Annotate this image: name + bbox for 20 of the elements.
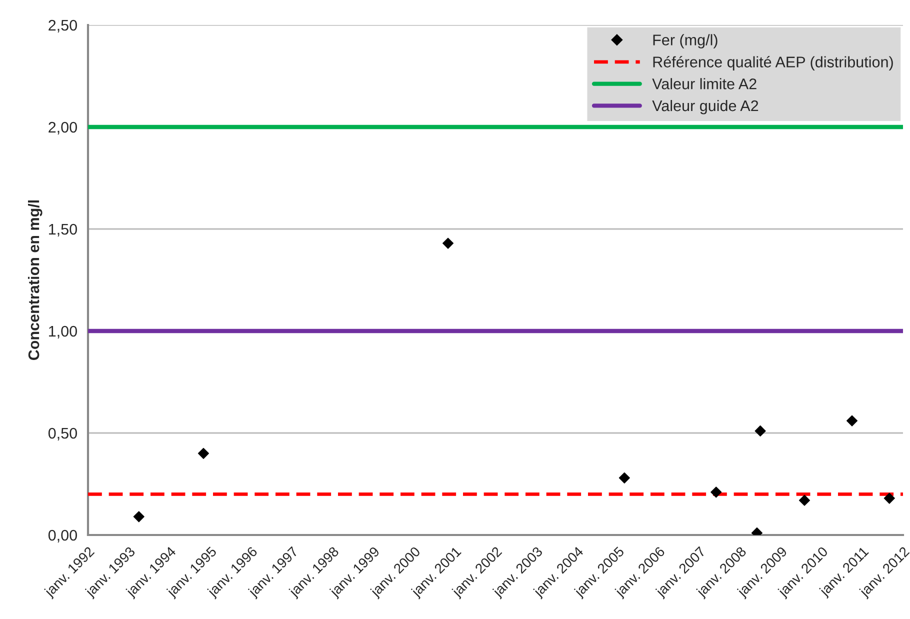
point bbox=[798, 494, 810, 506]
legend-label: Valeur guide A2 bbox=[652, 100, 758, 114]
legend-label: Valeur limite A2 bbox=[652, 78, 756, 90]
y-tick-label: 2,00 bbox=[48, 122, 77, 134]
point bbox=[133, 511, 144, 522]
y-tick-label: 1,00 bbox=[49, 326, 77, 338]
point bbox=[884, 492, 895, 504]
point bbox=[846, 415, 858, 426]
y-axis-title: Concentration en mg/l bbox=[28, 200, 42, 360]
point bbox=[442, 238, 454, 249]
legend-label: Fer (mg/l) bbox=[653, 34, 718, 48]
legend-label: Référence qualité AEP (distribution) bbox=[653, 56, 893, 70]
point bbox=[618, 472, 630, 484]
point bbox=[198, 448, 210, 459]
y-tick-label: 2,50 bbox=[48, 20, 77, 32]
y-tick-label: 1,50 bbox=[49, 224, 77, 236]
y-tick-label: 0,00 bbox=[48, 530, 77, 542]
point bbox=[710, 486, 722, 498]
y-tick-label: 0,50 bbox=[48, 428, 77, 440]
point bbox=[754, 425, 766, 437]
